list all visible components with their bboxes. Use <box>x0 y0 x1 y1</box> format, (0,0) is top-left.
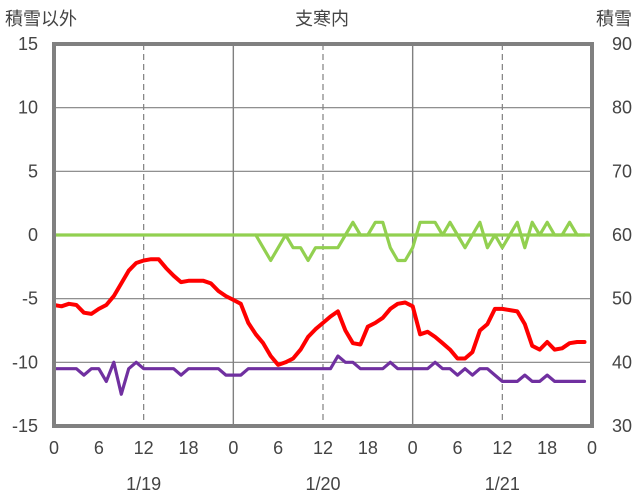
left-axis-title: 積雪以外 <box>5 9 77 30</box>
right-axis-title: 積雪 <box>596 9 632 30</box>
right-tick-label: 50 <box>612 289 632 309</box>
left-tick-label: -10 <box>12 352 38 372</box>
left-tick-label: 15 <box>18 34 38 54</box>
plot-frame <box>52 42 594 428</box>
series-lines <box>52 220 594 396</box>
right-tick-label: 40 <box>612 352 632 372</box>
x-tick-label: 6 <box>452 438 462 458</box>
left-tick-label: -15 <box>12 416 38 436</box>
x-tick-label: 12 <box>313 438 333 458</box>
x-tick-label: 0 <box>408 438 418 458</box>
date-label: 1/20 <box>305 474 340 494</box>
right-tick-label: 70 <box>612 161 632 181</box>
right-tick-label: 30 <box>612 416 632 436</box>
x-tick-label: 0 <box>49 438 59 458</box>
series-line-3 <box>52 354 587 396</box>
x-tick-label: 18 <box>537 438 557 458</box>
chart-title: 支寒内 <box>295 9 349 30</box>
x-tick-label: 0 <box>587 438 597 458</box>
series-line-1 <box>254 220 587 263</box>
x-tick-label: 18 <box>358 438 378 458</box>
right-tick-label: 90 <box>612 34 632 54</box>
x-tick-label: 18 <box>178 438 198 458</box>
left-tick-label: 0 <box>28 225 38 245</box>
x-tick-label: 12 <box>492 438 512 458</box>
left-tick-label: 5 <box>28 161 38 181</box>
x-tick-label: 6 <box>273 438 283 458</box>
right-tick-label: 80 <box>612 98 632 118</box>
series-line-2 <box>52 257 587 367</box>
x-tick-label: 6 <box>94 438 104 458</box>
x-tick-label: 12 <box>134 438 154 458</box>
left-tick-label: 10 <box>18 98 38 118</box>
date-label: 1/19 <box>126 474 161 494</box>
right-tick-label: 60 <box>612 225 632 245</box>
x-tick-label: 0 <box>228 438 238 458</box>
date-label: 1/21 <box>485 474 520 494</box>
left-tick-label: -5 <box>22 289 38 309</box>
